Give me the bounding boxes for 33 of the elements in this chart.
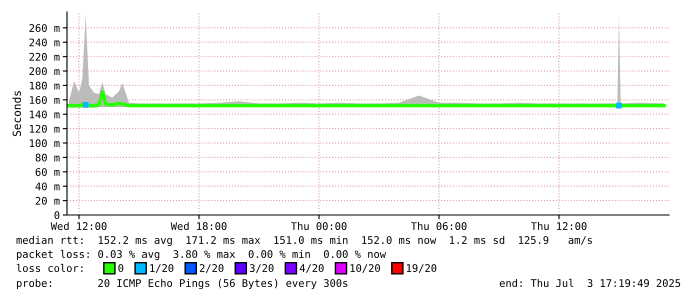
text: loss color:: [16, 264, 82, 272]
y-tick-label: 60 m: [36, 168, 60, 176]
y-tick-label: 0: [54, 211, 60, 220]
y-tick-label: 260 m: [29, 24, 60, 32]
x-tick-label: Thu 06:00: [411, 222, 467, 230]
legend-label: 1/20: [150, 264, 174, 273]
text: end: Thu Jul 3 17:19:49 2025: [500, 278, 680, 288]
text: probe: 20 ICMP Echo Pings (56 Bytes) every 300s: [16, 278, 348, 290]
legend-label: 10/20: [350, 264, 380, 273]
text: packet loss: 0.03 % avg 3.80 % max 0.00 % min 0.00 % now: [16, 250, 386, 260]
legend-label: 2/20: [200, 264, 224, 273]
line-series: [67, 90, 666, 108]
y-tick-label: 240 m: [29, 38, 60, 46]
y-tick-label: 160 m: [30, 96, 60, 104]
y-tick-label: 180 m: [30, 82, 60, 90]
x-tick-label: Thu 12:00: [531, 222, 587, 230]
y-tick-label: 220 m: [29, 52, 60, 61]
legend-label: 4/20: [300, 264, 324, 273]
y-tick-label: 200 m: [29, 67, 60, 76]
x-tick-label: Wed 18:00: [170, 222, 227, 230]
y-tick-label: 40 m: [35, 182, 60, 190]
x-tick-label: Wed 12:00: [50, 222, 107, 230]
legend-label: 3/20: [250, 264, 274, 273]
y-tick-label: 120 m: [30, 124, 60, 133]
x-tick-label: Thu 00:00: [291, 222, 347, 230]
legend-label: 19/20: [406, 264, 436, 273]
y-tick-label: 140 m: [30, 110, 60, 118]
y-axis-title: Seconds: [12, 91, 21, 136]
y-tick-label: 20 m: [36, 196, 60, 205]
y-tick-label: 100 m: [30, 139, 60, 148]
legend-label: 0: [118, 264, 124, 272]
y-tick-label: 80 m: [36, 154, 60, 162]
text: median rtt: 152.2 ms avg 171.2 ms max 151.0 ms min 152.0 ms now 1.2 ms sd 125.9 am/s: [16, 236, 592, 246]
